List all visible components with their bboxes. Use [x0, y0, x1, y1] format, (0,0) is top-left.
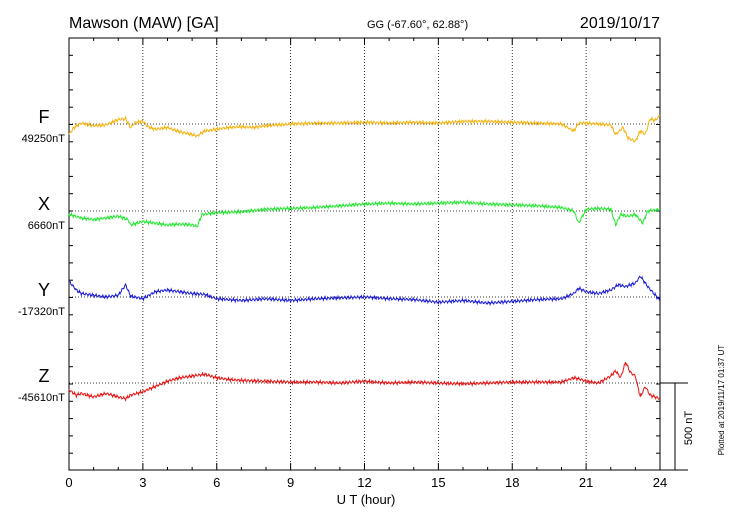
grid-lines	[142, 38, 587, 470]
coordinates-label: GG (-67.60°, 62.88°)	[367, 19, 468, 31]
station-title: Mawson (MAW) [GA]	[69, 15, 219, 32]
baseline-value-x: 6660nT	[28, 220, 66, 232]
x-tick-label: 9	[287, 475, 294, 490]
x-tick-label: 12	[357, 475, 371, 490]
x-tick-label: 6	[213, 475, 220, 490]
series-line-y	[68, 275, 661, 307]
series-line-f	[68, 114, 661, 143]
baseline-value-z: -45610nT	[18, 392, 65, 404]
x-axis-label: U T (hour)	[337, 492, 396, 507]
series-line-x	[68, 199, 661, 228]
series-lines	[68, 114, 661, 402]
x-tick-labels: 0 3 6 9 12 15 18 21 24	[65, 475, 667, 490]
x-tick-label: 21	[579, 475, 593, 490]
scale-bar: 500 nT	[660, 382, 695, 471]
x-tick-label: 24	[653, 475, 667, 490]
y-ticks	[69, 37, 660, 454]
x-ticks	[68, 38, 661, 470]
date-label: 2019/10/17	[580, 15, 660, 32]
x-tick-label: 18	[505, 475, 519, 490]
series-name-z: Z	[39, 366, 50, 386]
series-name-x: X	[38, 194, 50, 214]
x-tick-label: 0	[65, 475, 72, 490]
series-line-z	[68, 362, 661, 402]
series-name-y: Y	[38, 280, 50, 300]
baseline-value-y: -17320nT	[18, 306, 65, 318]
x-tick-label: 15	[431, 475, 445, 490]
series-name-f: F	[39, 107, 50, 127]
series-labels: F 49250nT X 6660nT Y -17320nT Z -45610nT	[18, 107, 65, 404]
baseline-value-f: 49250nT	[22, 133, 66, 145]
x-tick-label: 3	[139, 475, 146, 490]
plotted-at-note: Plotted at 2019/11/17 01:37 UT	[717, 345, 726, 456]
scale-bar-label: 500 nT	[683, 411, 695, 446]
